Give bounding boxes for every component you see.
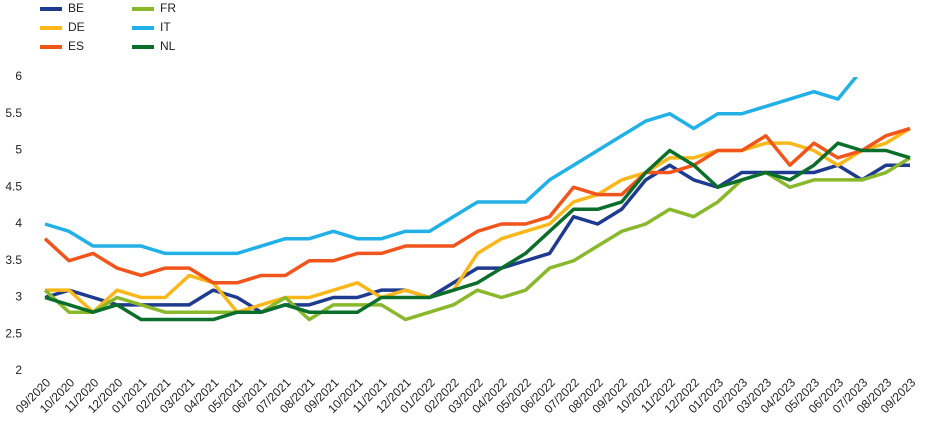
y-tick-label: 5.5 <box>5 106 22 120</box>
y-tick-label: 4.5 <box>5 179 22 193</box>
legend-label: NL <box>160 39 176 53</box>
legend: BE DE ES FR IT NL <box>40 1 176 53</box>
legend-label: BE <box>68 1 84 15</box>
y-tick-label: 2 <box>15 363 22 377</box>
y-tick-label: 2.5 <box>5 326 22 340</box>
y-tick-label: 5 <box>15 143 22 157</box>
y-tick-label: 4 <box>15 216 22 230</box>
legend-label: ES <box>68 39 84 53</box>
y-tick-label: 6 <box>15 69 22 83</box>
y-tick-label: 3 <box>15 290 22 304</box>
legend-label: DE <box>68 20 85 34</box>
series-line <box>43 156 911 322</box>
series-line <box>45 126 911 314</box>
series-line <box>43 126 911 285</box>
plot-area <box>43 77 911 322</box>
series-line <box>44 77 859 256</box>
legend-label: IT <box>160 20 171 34</box>
legend-label: FR <box>160 1 176 15</box>
y-tick-label: 3.5 <box>5 253 22 267</box>
series-line <box>44 141 911 322</box>
